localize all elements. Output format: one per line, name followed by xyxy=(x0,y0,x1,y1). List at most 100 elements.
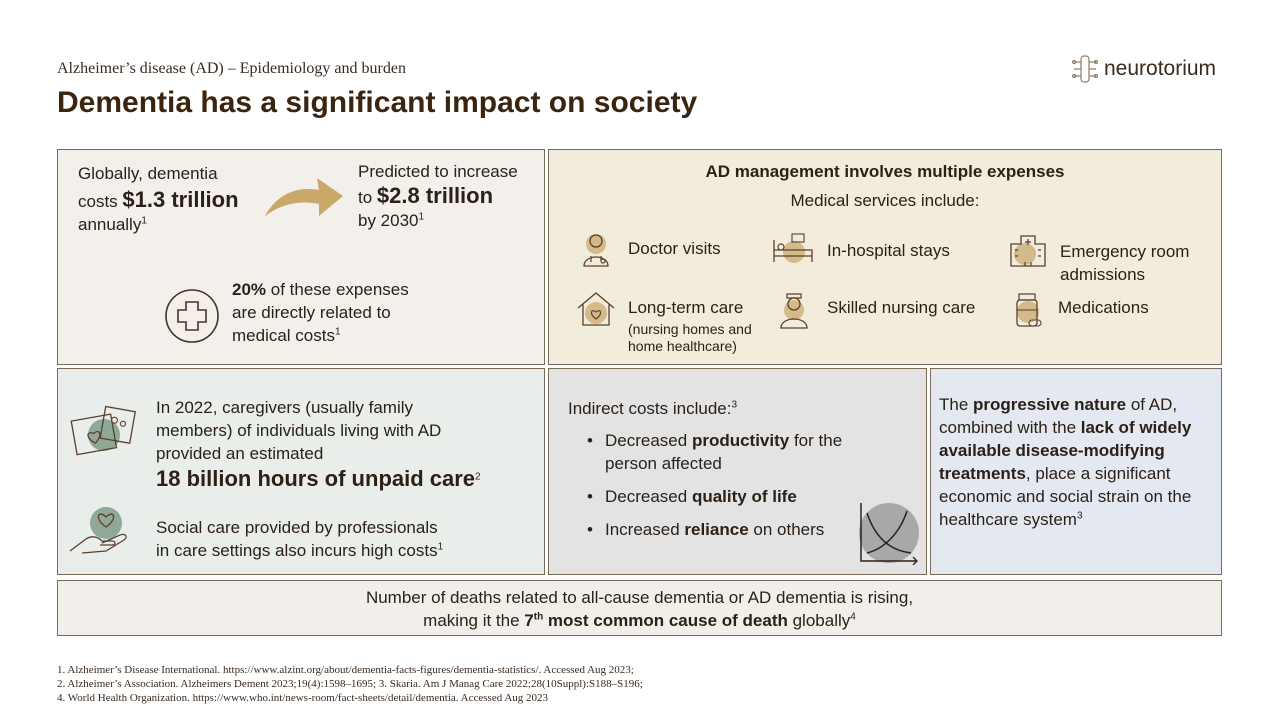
reference-2: 2. Alzheimer’s Association. Alzheimers D… xyxy=(57,678,643,690)
item-bold: productivity xyxy=(691,431,790,450)
item-pre: Decreased xyxy=(605,431,692,450)
medical-cost-text3: medical costs xyxy=(232,326,335,345)
progressive-t3: , place a significant economic and socia… xyxy=(939,464,1192,529)
management-subheading: Medical services include: xyxy=(790,191,980,210)
indirect-costs-panel: Indirect costs include:3 Decreased produ… xyxy=(548,368,927,575)
service-in-hospital-stays: In-hospital stays xyxy=(827,241,950,260)
home-care-icon xyxy=(577,292,615,326)
current-cost-post: annually xyxy=(78,215,142,234)
deaths-post: globally xyxy=(787,611,851,630)
item-post: on others xyxy=(748,520,825,539)
current-cost-pre: costs xyxy=(78,192,123,211)
current-cost-line2: costs $1.3 trillion xyxy=(78,187,278,213)
list-item: Increased reliance on others xyxy=(568,518,868,541)
deaths-bold: most common cause of death xyxy=(543,611,788,630)
service-skilled-nursing: Skilled nursing care xyxy=(827,298,976,317)
current-cost-text: Globally, dementia costs $1.3 trillion a… xyxy=(78,162,278,236)
medical-cost-line2: are directly related to xyxy=(232,303,391,322)
list-item: Decreased quality of life xyxy=(568,485,868,508)
predicted-cost-line2: to $2.8 trillion xyxy=(358,183,543,209)
caregivers-line3: provided an estimated xyxy=(156,444,324,463)
deaths-panel: Number of deaths related to all-cause de… xyxy=(57,580,1222,636)
service-long-term-care-note: (nursing homes and home healthcare) xyxy=(628,321,752,354)
predicted-cost-line1: Predicted to increase xyxy=(358,162,518,181)
service-medications: Medications xyxy=(1058,298,1149,317)
service-doctor-visits: Doctor visits xyxy=(628,239,721,258)
predicted-cost-post: by 2030 xyxy=(358,211,419,230)
progressive-b2: lack of widely available disease-modifyi… xyxy=(939,418,1192,483)
predicted-cost-pre: to xyxy=(358,188,377,207)
photo-frames-icon xyxy=(70,405,137,456)
logo-text: neurotorium xyxy=(1104,57,1217,80)
ref-mark: 1 xyxy=(437,541,444,553)
caregivers-line1: In 2022, caregivers (usually family xyxy=(156,398,414,417)
decline-chart-icon xyxy=(859,503,919,565)
medication-icon xyxy=(1016,293,1042,327)
references: 1. Alzheimer’s Disease International. ht… xyxy=(57,663,643,705)
progressive-text: The progressive nature of AD, combined w… xyxy=(939,393,1215,531)
social-care-text: Social care provided by professionals in… xyxy=(156,516,536,562)
nurse-icon xyxy=(780,293,808,329)
medical-cost-text1: of these expenses xyxy=(266,280,409,299)
service-emergency-room: Emergency room admissions xyxy=(1060,242,1190,284)
hospital-bed-icon xyxy=(773,233,813,263)
progressive-t1: The xyxy=(939,395,974,414)
ref-mark: 1 xyxy=(141,215,147,227)
deaths-rank: 7 xyxy=(524,611,534,630)
item-post: for the person affected xyxy=(605,431,843,473)
item-bold: quality of life xyxy=(691,487,797,506)
reference-1: 1. Alzheimer’s Disease International. ht… xyxy=(57,664,634,676)
heart-in-hand-icon xyxy=(69,507,127,554)
social-care-line1: Social care provided by professionals xyxy=(156,518,438,537)
predicted-cost-value: $2.8 trillion xyxy=(376,183,494,208)
reference-3: 4. World Health Organization. https://ww… xyxy=(57,692,549,704)
ref-mark: 4 xyxy=(850,611,856,623)
global-costs-panel: Globally, dementia costs $1.3 trillion a… xyxy=(57,149,545,365)
list-item: Decreased productivity for the person af… xyxy=(568,429,868,475)
item-pre: Decreased xyxy=(605,487,692,506)
item-pre: Increased xyxy=(605,520,685,539)
progressive-panel: The progressive nature of AD, combined w… xyxy=(930,368,1222,575)
current-cost-value: $1.3 trillion xyxy=(122,187,239,212)
medical-cost-pct: 20% xyxy=(232,280,267,299)
deaths-line2: making it the 7th most common cause of d… xyxy=(58,609,1221,632)
medical-cost-line1: 20% of these expenses xyxy=(232,278,482,301)
caregivers-highlight-line: 18 billion hours of unpaid care2 xyxy=(156,466,536,492)
logo: neurotorium xyxy=(1072,54,1216,84)
ref-mark: 3 xyxy=(1076,510,1083,522)
current-cost-line3: annually1 xyxy=(78,213,278,236)
service-long-term-care-label: Long-term care xyxy=(628,298,744,317)
page-title: Dementia has a significant impact on soc… xyxy=(57,86,698,119)
caregivers-line2: members) of individuals living with AD xyxy=(156,421,442,440)
item-bold: reliance xyxy=(684,520,749,539)
caregivers-text: In 2022, caregivers (usually family memb… xyxy=(156,396,536,492)
social-care-text2: in care settings also incurs high costs xyxy=(156,541,438,560)
neurotorium-logo-icon xyxy=(1072,55,1098,83)
indirect-heading-text: Indirect costs include: xyxy=(568,399,732,418)
deaths-rank-suffix: th xyxy=(533,611,544,623)
deaths-pre: making it the xyxy=(423,611,525,630)
ref-mark: 3 xyxy=(731,399,738,411)
unpaid-care-highlight: 18 billion hours of unpaid care xyxy=(156,466,476,491)
medical-cost-line3: medical costs1 xyxy=(232,324,482,347)
indirect-heading: Indirect costs include:3 xyxy=(568,397,737,420)
social-care-line2: in care settings also incurs high costs1 xyxy=(156,539,536,562)
service-long-term-care: Long-term care (nursing homes and home h… xyxy=(628,296,778,355)
current-cost-line1: Globally, dementia xyxy=(78,164,218,183)
increase-arrow-icon xyxy=(265,178,343,216)
ref-mark: 1 xyxy=(418,211,425,223)
management-heading: AD management involves multiple expenses xyxy=(705,162,1065,181)
indirect-costs-list: Decreased productivity for the person af… xyxy=(568,429,868,551)
doctor-icon xyxy=(583,234,609,267)
progressive-t2: of AD, combined with the xyxy=(939,395,1178,437)
caregivers-panel: In 2022, caregivers (usually family memb… xyxy=(57,368,545,575)
hospital-building-icon xyxy=(1010,235,1046,267)
deaths-line1: Number of deaths related to all-cause de… xyxy=(365,588,914,607)
medical-cross-icon xyxy=(165,289,219,343)
section-subtitle: Alzheimer’s disease (AD) – Epidemiology … xyxy=(57,60,406,77)
predicted-cost-text: Predicted to increase to $2.8 trillion b… xyxy=(358,160,543,232)
progressive-b1: progressive nature xyxy=(973,395,1127,414)
ref-mark: 1 xyxy=(334,326,341,338)
ref-mark: 2 xyxy=(475,471,481,483)
management-panel: AD management involves multiple expenses… xyxy=(548,149,1222,365)
